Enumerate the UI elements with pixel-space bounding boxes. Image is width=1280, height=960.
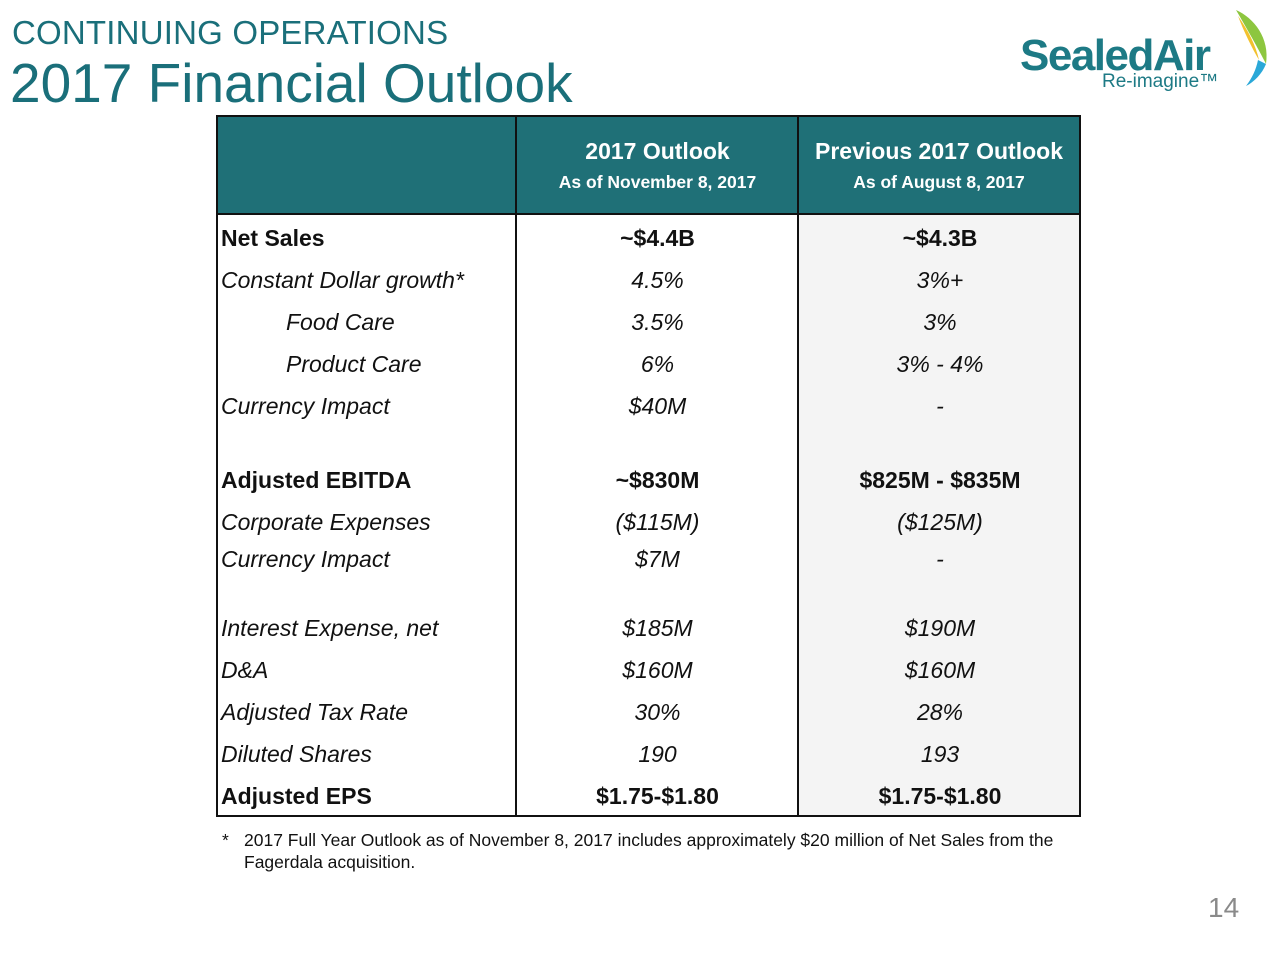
table-row: Corporate Expenses ($115M) ($125M): [218, 505, 1079, 539]
current-outlook-value: ~$4.4B: [620, 225, 695, 251]
table-row: Food Care 3.5% 3%: [218, 305, 1079, 339]
header-2017-outlook: 2017 Outlook As of November 8, 2017: [518, 117, 797, 213]
row-label: Corporate Expenses: [221, 509, 431, 535]
row-label: Net Sales: [221, 225, 325, 251]
previous-outlook-value: -: [936, 393, 944, 419]
current-outlook-value: $1.75-$1.80: [596, 783, 719, 809]
current-outlook-value: ($115M): [615, 509, 700, 535]
previous-outlook-value: 28%: [916, 699, 964, 725]
table-row: Adjusted EPS $1.75-$1.80 $1.75-$1.80: [218, 779, 1079, 813]
logo-swoosh-icon: [1236, 10, 1267, 86]
current-outlook-value: 30%: [634, 699, 681, 725]
table-row: Currency Impact $40M -: [218, 389, 1079, 423]
table-row: Interest Expense, net $185M $190M: [218, 611, 1079, 645]
row-label: D&A: [221, 657, 269, 683]
current-outlook-value: $185M: [622, 615, 693, 641]
section-kicker: CONTINUING OPERATIONS: [12, 14, 449, 51]
previous-column-shading: [799, 215, 1079, 815]
previous-outlook-value: $160M: [904, 657, 976, 683]
previous-outlook-value: ~$4.3B: [902, 225, 978, 251]
row-label: Product Care: [286, 351, 422, 377]
footnote-text: 2017 Full Year Outlook as of November 8,…: [244, 830, 1054, 872]
sealed-air-logo: SealedAir Re-imagine™: [1014, 8, 1276, 100]
current-outlook-value: ~$830M: [615, 467, 700, 493]
previous-outlook-value: 3% - 4%: [896, 351, 984, 377]
page-title: 2017 Financial Outlook: [10, 52, 573, 114]
table-row: D&A $160M $160M: [218, 653, 1079, 687]
row-label: Currency Impact: [221, 393, 390, 419]
header-previous-outlook: Previous 2017 Outlook As of August 8, 20…: [799, 117, 1079, 213]
table-row: Diluted Shares 190 193: [218, 737, 1079, 771]
table-row: Adjusted Tax Rate 30% 28%: [218, 695, 1079, 729]
table-header: 2017 Outlook As of November 8, 2017 Prev…: [218, 117, 1079, 215]
previous-outlook-value: $190M: [904, 615, 976, 641]
previous-outlook-value: 3%: [923, 309, 957, 335]
table-row: Adjusted EBITDA ~$830M $825M - $835M: [218, 463, 1079, 497]
column-divider: [515, 117, 517, 815]
logo-tagline: Re-imagine™: [1102, 71, 1219, 92]
footnote-marker: *: [222, 830, 229, 850]
current-outlook-value: $40M: [628, 393, 687, 419]
outlook-table: 2017 Outlook As of November 8, 2017 Prev…: [216, 115, 1081, 817]
row-label: Adjusted EPS: [221, 783, 372, 809]
previous-outlook-value: 193: [920, 741, 960, 767]
header-title: Previous 2017 Outlook: [815, 138, 1063, 164]
row-label: Adjusted EBITDA: [221, 467, 412, 493]
header-title: 2017 Outlook: [585, 138, 730, 164]
header-subtitle: As of November 8, 2017: [558, 172, 757, 192]
row-label: Currency Impact: [221, 546, 390, 572]
page-number: 14: [1208, 892, 1240, 923]
current-outlook-value: 190: [638, 741, 677, 767]
header-subtitle: As of August 8, 2017: [853, 172, 1025, 192]
previous-outlook-value: ($125M): [897, 509, 983, 535]
current-outlook-value: $160M: [622, 657, 693, 683]
logo-wordmark: SealedAir: [1020, 31, 1211, 80]
table-row: Constant Dollar growth* 4.5% 3%+: [218, 263, 1079, 297]
current-outlook-value: 4.5%: [631, 267, 684, 293]
table-row: Currency Impact $7M -: [218, 542, 1079, 576]
column-divider: [797, 117, 799, 815]
row-label: Constant Dollar growth*: [221, 267, 464, 293]
table-row: Product Care 6% 3% - 4%: [218, 347, 1079, 381]
row-label: Interest Expense, net: [221, 615, 439, 641]
current-outlook-value: 6%: [640, 351, 675, 377]
previous-outlook-value: -: [936, 546, 944, 572]
table-row: Net Sales ~$4.4B ~$4.3B: [218, 221, 1079, 255]
row-label: Food Care: [286, 309, 395, 335]
previous-outlook-value: $825M - $835M: [859, 467, 1021, 493]
row-label: Adjusted Tax Rate: [221, 699, 409, 725]
current-outlook-value: 3.5%: [631, 309, 684, 335]
current-outlook-value: $7M: [635, 546, 680, 572]
previous-outlook-value: $1.75-$1.80: [878, 783, 1002, 809]
row-label: Diluted Shares: [221, 741, 372, 767]
previous-outlook-value: 3%+: [916, 267, 964, 293]
